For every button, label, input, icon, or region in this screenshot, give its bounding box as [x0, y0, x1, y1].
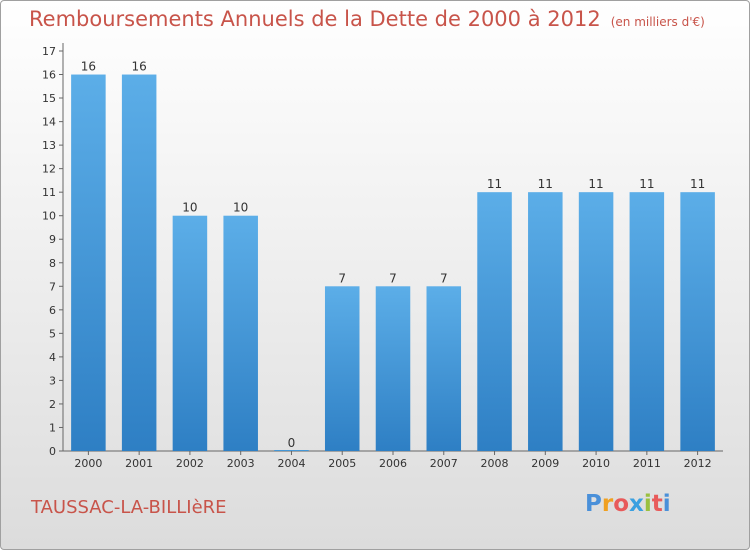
- data-label: 10: [233, 201, 248, 215]
- bar-2001: [121, 74, 157, 451]
- x-tick-label: 2006: [379, 457, 407, 470]
- x-tick-label: 2011: [633, 457, 661, 470]
- bar-2003: [223, 215, 258, 451]
- data-label: 16: [81, 60, 96, 74]
- data-label: 11: [588, 177, 603, 191]
- y-tick-label: 2: [49, 398, 56, 411]
- x-tick-label: 2010: [582, 457, 610, 470]
- chart-title: Remboursements Annuels de la Dette de 20…: [29, 7, 705, 31]
- bar-2008: [477, 192, 512, 452]
- y-tick-label: 5: [49, 327, 56, 340]
- x-tick-label: 2001: [125, 457, 153, 470]
- logo-letter: x: [629, 491, 644, 517]
- y-tick-label: 4: [49, 351, 56, 364]
- data-label: 7: [389, 271, 397, 285]
- data-label: 11: [538, 177, 553, 191]
- data-label: 10: [182, 201, 197, 215]
- logo-letter: o: [613, 491, 630, 517]
- y-tick-label: 12: [42, 163, 56, 176]
- x-tick-label: 2009: [531, 457, 559, 470]
- y-tick-label: 7: [49, 280, 56, 293]
- logo-letter: r: [601, 491, 614, 517]
- bar-2006: [375, 286, 411, 451]
- x-tick-label: 2007: [430, 457, 458, 470]
- x-tick-label: 2000: [74, 457, 102, 470]
- data-label: 11: [690, 177, 705, 191]
- bar-2010: [578, 192, 614, 452]
- commune-name: TAUSSAC-LA-BILLIèRE: [31, 497, 227, 518]
- logo-letter: i: [643, 491, 652, 517]
- y-tick-label: 3: [49, 374, 56, 387]
- bar-2007: [426, 286, 462, 451]
- data-label: 0: [288, 436, 296, 450]
- bar-2000: [71, 74, 106, 451]
- data-label: 7: [440, 271, 448, 285]
- y-tick-label: 10: [42, 210, 56, 223]
- bar-2005: [324, 286, 360, 451]
- bar-2009: [528, 192, 563, 452]
- data-label: 11: [487, 177, 502, 191]
- bar-2011: [629, 192, 665, 452]
- y-tick-label: 13: [42, 139, 56, 152]
- x-tick-label: 2003: [227, 457, 255, 470]
- y-tick-label: 14: [42, 116, 56, 129]
- chart-subtitle: (en milliers d'€): [610, 15, 705, 29]
- data-label: 16: [132, 60, 147, 74]
- y-tick-label: 6: [49, 304, 56, 317]
- bar-2012: [680, 192, 715, 452]
- x-tick-label: 2002: [176, 457, 204, 470]
- logo-letter: i: [662, 491, 671, 517]
- proxiti-logo: Proxiti: [585, 491, 671, 517]
- y-tick-label: 8: [49, 257, 56, 270]
- data-label: 7: [338, 271, 346, 285]
- y-tick-label: 9: [49, 233, 56, 246]
- x-tick-label: 2008: [481, 457, 509, 470]
- logo-letter: P: [585, 491, 602, 517]
- bar-2002: [172, 215, 208, 451]
- title-text: Remboursements Annuels de la Dette de 20…: [29, 7, 601, 31]
- y-tick-label: 17: [42, 45, 56, 58]
- data-label: 11: [639, 177, 654, 191]
- y-tick-label: 15: [42, 92, 56, 105]
- x-tick-label: 2012: [684, 457, 712, 470]
- y-tick-label: 16: [42, 69, 56, 82]
- y-tick-label: 1: [49, 421, 56, 434]
- logo-letter: t: [651, 491, 663, 517]
- x-tick-label: 2004: [277, 457, 305, 470]
- y-tick-label: 11: [42, 186, 56, 199]
- y-tick-label: 0: [49, 445, 56, 458]
- bar-2004: [274, 450, 309, 451]
- x-tick-label: 2005: [328, 457, 356, 470]
